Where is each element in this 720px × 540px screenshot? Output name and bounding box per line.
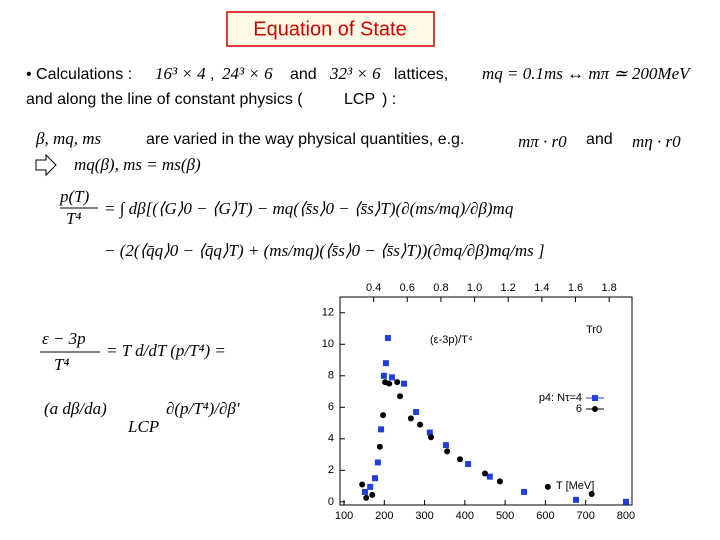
y-tick-label: 6 [328, 401, 334, 413]
x-tick-label: 400 [456, 510, 474, 522]
x-tick-label: 700 [577, 510, 595, 522]
data-point [372, 475, 379, 482]
arrow-icon [35, 153, 57, 177]
data-point [417, 421, 424, 428]
data-point [413, 409, 420, 416]
y-tick-label: 2 [328, 464, 334, 476]
x2-tick-label: 0.8 [433, 282, 448, 294]
math: LCP [127, 417, 159, 436]
math: ε − 3p [42, 329, 86, 348]
legend-label: 6 [576, 403, 582, 415]
data-point [388, 374, 395, 381]
math: 16³ × 4 [155, 64, 206, 83]
math: 32³ × 6 [329, 64, 381, 83]
data-point [457, 456, 464, 463]
data-point [376, 443, 383, 450]
x-tick-label: 600 [536, 510, 554, 522]
text: LCP [344, 91, 375, 108]
plot-frame [339, 296, 633, 506]
math: T⁴ [54, 355, 69, 374]
math: mπ · r0 [518, 132, 567, 151]
y-axis-label: (ε-3p)/T⁴ [430, 334, 473, 346]
x2-tick-label: 1.2 [501, 282, 516, 294]
x-tick-label: 800 [617, 510, 635, 522]
legend-label: p4: Nτ=4 [539, 392, 582, 404]
x2-tick-label: 1.0 [467, 282, 482, 294]
data-point [407, 415, 414, 422]
x-tick-label: 300 [415, 510, 433, 522]
math: 24³ × 6 [222, 64, 273, 83]
math: (a dβ/da) [44, 399, 107, 418]
data-point [367, 483, 374, 490]
title-box [226, 11, 435, 47]
text: and [290, 66, 317, 83]
text: and along the line of constant physics ( [26, 91, 303, 108]
data-point [481, 470, 488, 477]
x2-tick-label: 1.8 [601, 282, 616, 294]
data-point [361, 488, 368, 495]
y-tick-label: 10 [322, 338, 334, 350]
y-tick-label: 4 [328, 433, 334, 445]
y-tick-label: 0 [328, 496, 334, 508]
text: are varied in the way physical quantitie… [146, 131, 464, 148]
data-point [573, 496, 580, 503]
x-tick-label: 500 [496, 510, 514, 522]
legend-marker [592, 406, 598, 412]
text: and [586, 131, 613, 148]
math: mη · r0 [632, 132, 681, 151]
x-axis-label: T [MeV] [556, 480, 594, 492]
text: , [210, 66, 214, 83]
text: ) : [382, 91, 396, 108]
data-point [380, 412, 387, 419]
data-point [426, 429, 433, 436]
data-point [386, 380, 393, 387]
x2-tick-label: 0.4 [366, 282, 381, 294]
data-point [384, 334, 391, 341]
math: mq(β), ms = ms(β) [74, 155, 201, 174]
x2-tick-label: 0.6 [400, 282, 415, 294]
data-point [380, 372, 387, 379]
data-point [397, 393, 404, 400]
data-point [369, 491, 376, 498]
y-tick-label: 8 [328, 370, 334, 382]
x2-tick-label: 1.6 [568, 282, 583, 294]
data-point [465, 461, 472, 468]
text: • Calculations : [26, 66, 132, 83]
data-point [382, 360, 389, 367]
data-point [359, 481, 366, 488]
x2-axis-label: Tr0 [586, 324, 602, 336]
math: = ∫ dβ[(⟨G⟩0 − ⟨G⟩T) − mq(⟨s̄s⟩0 − ⟨s̄s⟩… [104, 199, 514, 219]
math: β, mq, ms [35, 129, 102, 148]
data-point [588, 490, 595, 497]
data-point [401, 380, 408, 387]
math: = T d/dT (p/T⁴) = [106, 341, 226, 360]
data-point [394, 379, 401, 386]
math: ∂(p/T⁴)/∂β′ [166, 399, 240, 418]
data-point [544, 483, 551, 490]
data-point [378, 426, 385, 433]
y-tick-label: 12 [322, 307, 334, 319]
text: lattices, [394, 66, 448, 83]
data-point [374, 459, 381, 466]
x2-tick-label: 1.4 [534, 282, 549, 294]
x-tick-label: 100 [335, 510, 353, 522]
math: − (2(⟨q̄q⟩0 − ⟨q̄q⟩T) + (ms/mq)(⟨s̄s⟩0 −… [104, 241, 545, 260]
math: T⁴ [66, 209, 81, 228]
data-point [521, 488, 528, 495]
math: p(T) [59, 187, 90, 206]
math: mq = 0.1ms ↔ mπ ≃ 200MeV [482, 64, 692, 83]
title: Equation of State [253, 18, 406, 40]
data-point [428, 434, 435, 441]
data-point [444, 448, 451, 455]
data-point [496, 478, 503, 485]
data-point [442, 442, 449, 449]
x-tick-label: 200 [375, 510, 393, 522]
data-point [486, 473, 493, 480]
data-point [363, 494, 370, 501]
legend-marker [592, 395, 598, 401]
data-point [622, 498, 629, 505]
